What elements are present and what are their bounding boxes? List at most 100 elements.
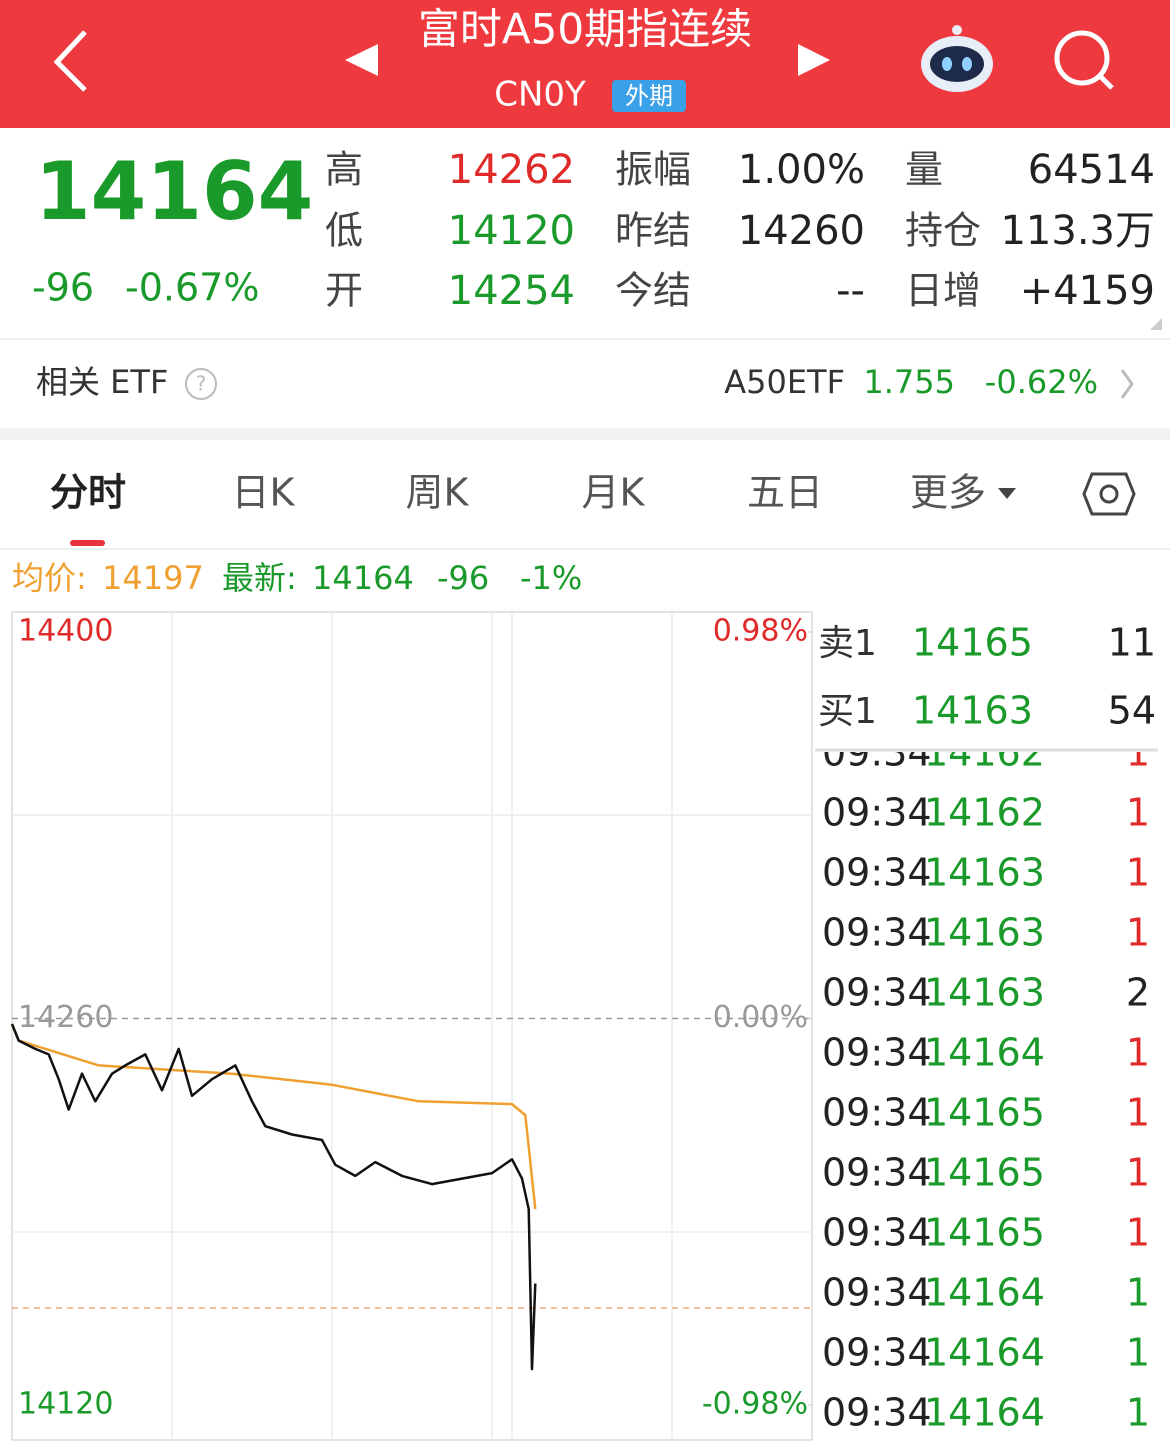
stat-label: 振幅 — [615, 148, 691, 192]
tab[interactable]: 月K — [582, 471, 646, 515]
trade-price: 14165 — [924, 1211, 1045, 1255]
tab[interactable]: 日K — [232, 471, 296, 515]
tab[interactable]: 五日 — [747, 471, 823, 515]
stat-label: 开 — [325, 269, 363, 313]
settings-icon[interactable] — [1082, 472, 1136, 516]
trade-time: 09:34 — [822, 971, 932, 1015]
y2-tick-label: 0.98% — [713, 614, 808, 649]
book-side: 买1 — [818, 691, 877, 732]
chart-grid — [12, 612, 812, 1440]
y2-tick-label: 0.00% — [713, 1000, 808, 1035]
stat-value: 64514 — [1028, 147, 1155, 193]
section-gap — [0, 428, 1170, 440]
tab-underline — [70, 540, 105, 546]
book-price: 14165 — [912, 621, 1033, 665]
stat-label: 高 — [325, 148, 363, 192]
prev-button[interactable] — [345, 44, 378, 76]
stat-value: 1.00% — [738, 147, 865, 193]
etf-name[interactable]: A50ETF — [724, 363, 845, 401]
trade-volume: 1 — [1126, 1151, 1150, 1195]
last-label: 最新: — [222, 559, 297, 597]
trade-time: 09:34 — [822, 1271, 932, 1315]
tab[interactable]: 周K — [406, 471, 470, 515]
price-line — [10, 1023, 537, 1210]
trade-time: 09:34 — [822, 851, 932, 895]
chart-frame — [11, 611, 813, 1441]
etf-arrow[interactable] — [1120, 369, 1134, 399]
etf-label: 相关 ETF — [36, 363, 168, 401]
trade-price: 14163 — [924, 911, 1045, 955]
trade-volume: 1 — [1126, 1331, 1150, 1375]
badge: 外期 — [625, 82, 673, 110]
trade-time: 09:34 — [822, 1211, 932, 1255]
trade-volume: 2 — [1126, 971, 1150, 1015]
trade-volume: 1 — [1126, 1391, 1150, 1435]
corner-mark — [1150, 318, 1162, 330]
avg-value: 14197 — [102, 559, 204, 597]
back-button[interactable] — [53, 30, 87, 92]
last-value: 14164 — [312, 559, 414, 597]
last-change-pct: -1% — [520, 559, 582, 597]
trade-time: 09:34 — [822, 1031, 932, 1075]
trade-time: 09:34 — [822, 731, 932, 775]
change: -96 — [32, 266, 94, 310]
more-caret — [998, 488, 1016, 499]
y-tick-label: 14120 — [18, 1387, 113, 1422]
trade-price: 14163 — [924, 971, 1045, 1015]
book-side: 卖1 — [818, 623, 877, 664]
trade-price: 14165 — [924, 1151, 1045, 1195]
last-price: 14164 — [35, 145, 313, 238]
badge-bg — [612, 80, 686, 112]
tab[interactable]: 更多 — [910, 471, 986, 515]
trade-price: 14163 — [924, 851, 1045, 895]
trade-volume: 1 — [1126, 851, 1150, 895]
trade-volume: 1 — [1126, 731, 1150, 775]
trade-volume: 1 — [1126, 791, 1150, 835]
etf-price: 1.755 — [863, 363, 955, 401]
stat-value: 113.3万 — [1000, 208, 1155, 254]
search-icon[interactable] — [1054, 30, 1114, 90]
trade-price: 14164 — [924, 1271, 1045, 1315]
trade-price: 14164 — [924, 1391, 1045, 1435]
book-bg — [815, 612, 1158, 750]
book-volume: 11 — [1108, 621, 1156, 665]
y2-tick-label: -0.98% — [702, 1387, 808, 1422]
trade-price: 14165 — [924, 1091, 1045, 1135]
etf-change: -0.62% — [985, 363, 1098, 401]
stat-value: 14260 — [738, 208, 865, 254]
trade-time: 09:34 — [822, 1151, 932, 1195]
last-change: -96 — [437, 559, 489, 597]
trade-price: 14162 — [924, 731, 1045, 775]
next-button[interactable] — [798, 44, 830, 76]
trade-price: 14164 — [924, 1031, 1045, 1075]
stat-value: 14120 — [448, 208, 575, 254]
trade-volume: 1 — [1126, 1271, 1150, 1315]
y-tick-label: 14260 — [18, 1000, 113, 1035]
help-mark: ? — [196, 372, 207, 396]
stat-label: 低 — [325, 209, 363, 253]
stat-label: 今结 — [615, 269, 691, 313]
trade-time: 09:34 — [822, 791, 932, 835]
trade-volume: 1 — [1126, 1211, 1150, 1255]
price-line — [10, 1023, 537, 1371]
stat-label: 量 — [905, 148, 943, 192]
stat-value: 14262 — [448, 147, 575, 193]
trade-time: 09:34 — [822, 1331, 932, 1375]
change-pct: -0.67% — [125, 266, 259, 310]
stat-value: 14254 — [448, 268, 575, 314]
robot-icon[interactable] — [921, 25, 993, 92]
trade-time: 09:34 — [822, 911, 932, 955]
settings-dot — [1099, 484, 1119, 504]
stat-value: -- — [836, 268, 865, 314]
trade-volume: 1 — [1126, 911, 1150, 955]
code: CN0Y — [494, 75, 586, 115]
trade-price: 14162 — [924, 791, 1045, 835]
trade-volume: 1 — [1126, 1031, 1150, 1075]
trade-time: 09:34 — [822, 1091, 932, 1135]
stat-value: +4159 — [1020, 268, 1155, 314]
stat-label: 日增 — [905, 269, 981, 313]
help-icon[interactable] — [185, 368, 217, 400]
tab[interactable]: 分时 — [50, 471, 126, 515]
